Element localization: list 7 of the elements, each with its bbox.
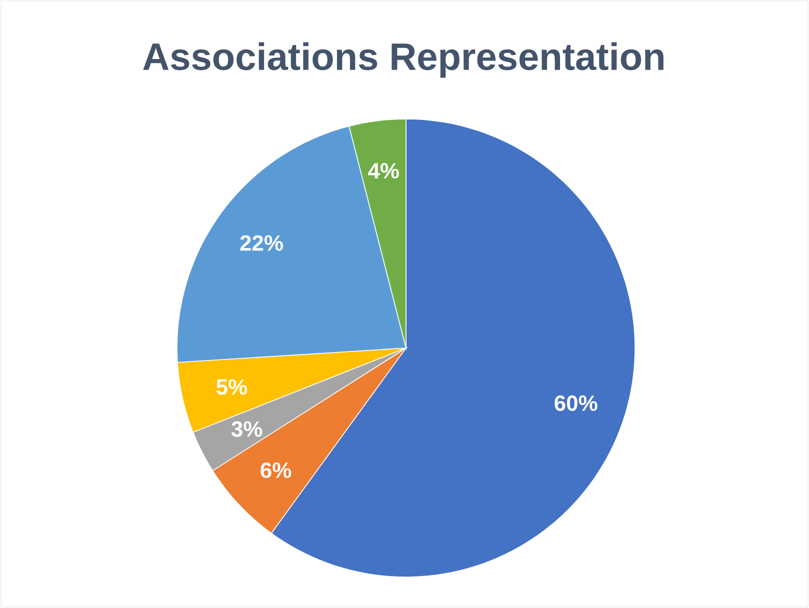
data-label: 5% bbox=[216, 379, 248, 395]
data-label: 3% bbox=[231, 421, 262, 437]
chart-title: Associations Representation bbox=[143, 42, 664, 78]
data-label: 6% bbox=[260, 462, 292, 478]
data-label: 4% bbox=[368, 163, 399, 179]
data-label: 60% bbox=[554, 395, 598, 411]
data-label: 22% bbox=[240, 235, 283, 251]
